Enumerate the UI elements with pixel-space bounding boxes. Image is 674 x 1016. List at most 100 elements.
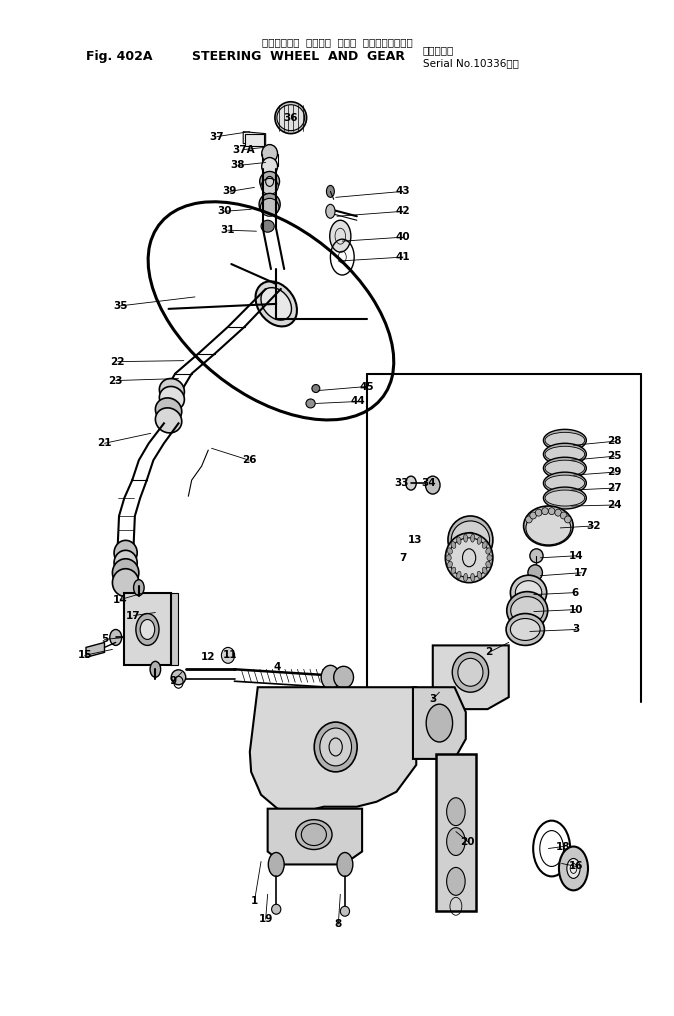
Text: 22: 22 [111,357,125,367]
Text: 2: 2 [485,647,493,657]
Ellipse shape [565,516,571,523]
Ellipse shape [334,666,354,688]
Text: 17: 17 [574,568,588,578]
Ellipse shape [545,433,585,448]
Ellipse shape [549,508,555,515]
Text: 34: 34 [421,479,435,488]
Text: Serial No.10336～）: Serial No.10336～） [423,58,519,68]
Ellipse shape [136,614,159,645]
Ellipse shape [110,630,122,645]
Text: 39: 39 [223,186,237,196]
Ellipse shape [272,904,281,914]
Text: 35: 35 [113,301,127,311]
Ellipse shape [543,487,586,509]
Text: 31: 31 [221,226,235,236]
Ellipse shape [545,460,585,477]
Ellipse shape [486,562,491,568]
Text: 42: 42 [396,206,410,216]
Text: 24: 24 [607,500,621,510]
Ellipse shape [510,619,540,640]
Ellipse shape [451,567,456,574]
Text: 12: 12 [201,652,216,662]
Ellipse shape [277,105,305,131]
Text: 38: 38 [231,161,245,171]
Text: 40: 40 [396,233,410,242]
Ellipse shape [340,906,350,916]
Ellipse shape [487,555,492,561]
Text: 10: 10 [569,605,584,615]
Ellipse shape [543,430,586,451]
Ellipse shape [486,548,491,554]
Ellipse shape [464,573,468,581]
Ellipse shape [261,288,292,320]
Text: STEERING  WHEEL  AND  GEAR: STEERING WHEEL AND GEAR [191,51,404,63]
Ellipse shape [156,398,182,423]
Ellipse shape [470,534,474,543]
Text: 17: 17 [126,611,141,621]
Ellipse shape [560,512,567,519]
Polygon shape [243,132,266,144]
Ellipse shape [477,536,481,545]
Text: 9: 9 [170,677,177,686]
Text: 5: 5 [101,634,108,644]
Ellipse shape [545,475,585,491]
Circle shape [447,828,465,855]
Ellipse shape [535,509,542,516]
Ellipse shape [510,575,547,610]
Ellipse shape [446,555,452,561]
Ellipse shape [259,172,280,191]
Ellipse shape [113,559,139,586]
Text: 1: 1 [251,896,258,906]
Ellipse shape [259,193,280,215]
Ellipse shape [448,562,452,568]
Ellipse shape [528,565,543,581]
Ellipse shape [255,281,297,326]
Text: 45: 45 [359,382,374,391]
Ellipse shape [222,647,235,663]
Text: 29: 29 [607,467,621,478]
Text: 7: 7 [400,553,406,563]
Text: 32: 32 [586,521,601,531]
Polygon shape [250,687,417,812]
Ellipse shape [545,490,585,506]
Ellipse shape [171,670,186,685]
Ellipse shape [321,665,340,689]
Text: 4: 4 [274,662,281,673]
Ellipse shape [159,379,185,402]
Ellipse shape [451,542,456,549]
Text: 37A: 37A [232,144,255,154]
Text: 43: 43 [396,186,410,196]
Text: 30: 30 [218,206,232,216]
Ellipse shape [543,472,586,494]
Bar [436,754,476,911]
Ellipse shape [452,652,489,692]
Polygon shape [268,809,362,865]
Ellipse shape [543,443,586,465]
Circle shape [567,859,580,879]
Text: 3: 3 [572,625,580,634]
Ellipse shape [140,620,155,639]
Polygon shape [124,592,171,665]
Circle shape [330,220,351,252]
Ellipse shape [506,614,545,645]
Ellipse shape [260,198,279,216]
Ellipse shape [159,386,185,410]
Ellipse shape [457,571,461,579]
Bar [245,134,264,145]
Text: 21: 21 [97,438,112,448]
Ellipse shape [530,512,537,519]
Ellipse shape [464,534,468,543]
Text: 15: 15 [78,650,92,660]
Ellipse shape [113,569,139,596]
Ellipse shape [114,541,137,565]
Text: 18: 18 [555,841,570,851]
Ellipse shape [262,144,278,163]
Ellipse shape [425,477,440,494]
Circle shape [326,185,334,197]
Text: 11: 11 [222,650,237,660]
Ellipse shape [458,658,483,686]
Text: 44: 44 [350,396,365,406]
Ellipse shape [261,220,274,233]
Circle shape [150,661,160,678]
Ellipse shape [296,820,332,849]
